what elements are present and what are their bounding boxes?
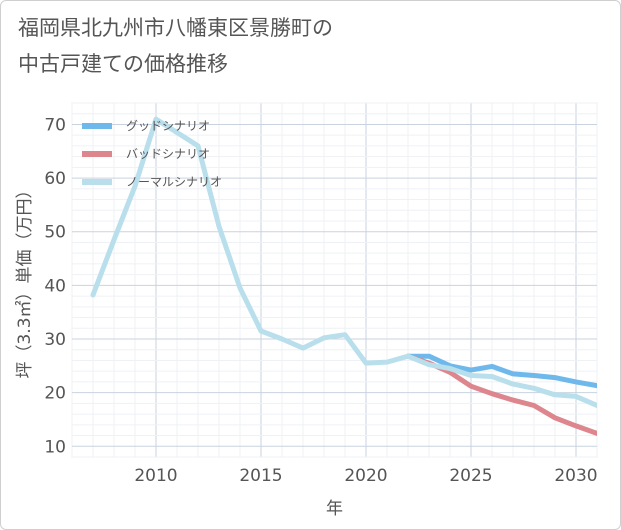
x-tick-label: 2010 [134, 466, 177, 486]
y-tick-label: 20 [44, 384, 66, 404]
chart-title-line-2: 中古戸建ての価格推移 [18, 52, 228, 76]
series-lines [90, 116, 597, 436]
legend-label-3: ノーマルシナリオ [126, 175, 222, 189]
y-tick-label: 60 [44, 169, 66, 189]
chart-title-line-1: 福岡県北九州市八幡東区景勝町の [18, 16, 333, 40]
y-tick-label: 40 [44, 276, 66, 296]
y-axis-label: 坪（3.3㎡）単価（万円） [15, 181, 35, 378]
legend-label-1: グッドシナリオ [126, 119, 210, 133]
y-tick-label: 30 [44, 330, 66, 350]
x-tick-label: 2015 [239, 466, 282, 486]
series-line-1 [405, 353, 597, 389]
x-tick-label: 2020 [344, 466, 387, 486]
series-line-3 [90, 116, 597, 408]
chart-title: 福岡県北九州市八幡東区景勝町の 中古戸建ての価格推移 [18, 10, 333, 82]
y-tick-label: 10 [44, 437, 66, 457]
y-tick-label: 50 [44, 223, 66, 243]
x-axis-label: 年 [326, 499, 343, 519]
y-tick-label: 70 [44, 115, 66, 135]
legend-label-2: バッドシナリオ [126, 147, 210, 161]
x-tick-label: 2030 [554, 466, 597, 486]
x-tick-label: 2025 [449, 466, 492, 486]
grid-lines [71, 102, 598, 458]
